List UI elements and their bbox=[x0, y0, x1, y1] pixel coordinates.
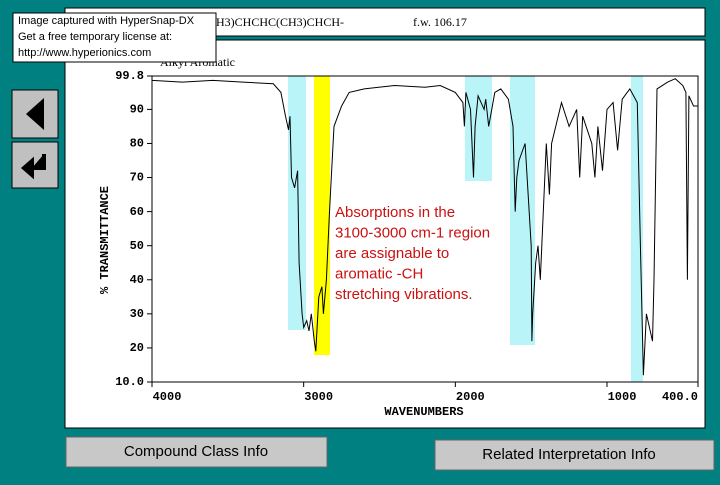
watermark-line: Image captured with HyperSnap-DX bbox=[18, 15, 195, 27]
return-icon bbox=[20, 154, 46, 180]
formula-weight: f.w. 106.17 bbox=[413, 15, 467, 29]
plot-frame bbox=[151, 75, 699, 383]
x-tick-label: 3000 bbox=[304, 390, 333, 404]
compound-class-button[interactable]: Compound Class Info bbox=[65, 436, 328, 468]
watermark-line: http://www.hyperionics.com bbox=[18, 47, 151, 59]
back-icon bbox=[26, 98, 44, 130]
chart-panel bbox=[64, 39, 706, 429]
y-tick-label: 30 bbox=[130, 307, 144, 321]
annotation-line: Absorptions in the bbox=[335, 204, 455, 221]
x-axis-label: WAVENUMBERS bbox=[384, 405, 463, 419]
y-tick-label: 70 bbox=[130, 171, 144, 185]
y-tick-label: 99.8 bbox=[115, 69, 144, 83]
highlight-band bbox=[288, 76, 306, 330]
formula: H3)CHCHC(CH3)CHCH- bbox=[216, 15, 344, 29]
plot: 10.0 20 30 40 50 60 70 80 90 99.8 4000 3000 2000 1000… bbox=[115, 69, 699, 404]
highlights bbox=[288, 76, 643, 382]
y-tick-label: 20 bbox=[130, 341, 144, 355]
related-button[interactable]: Related Interpretation Info bbox=[434, 439, 715, 471]
x-tick-label: 4000 bbox=[153, 390, 182, 404]
annotation: Absorptions in the 3100-3000 cm-1 region a… bbox=[335, 204, 490, 303]
y-axis-label: % TRANSMITTANCE bbox=[98, 186, 112, 294]
y-tick-label: 60 bbox=[130, 205, 144, 219]
y-tick-label: 80 bbox=[130, 137, 144, 151]
annotation-line: are assignable to bbox=[335, 245, 449, 262]
button-label[interactable]: Compound Class Info bbox=[124, 443, 268, 460]
button-frame[interactable] bbox=[434, 439, 715, 471]
highlight-band bbox=[510, 76, 535, 345]
button-label[interactable]: Related Interpretation Info bbox=[482, 446, 655, 463]
y-tick-label: 10.0 bbox=[115, 375, 144, 389]
annotation-line: stretching vibrations. bbox=[335, 286, 473, 303]
highlight-band bbox=[314, 76, 330, 355]
spectrum-line bbox=[151, 78, 698, 376]
y-tick-label: 90 bbox=[130, 103, 144, 117]
watermark-line: Get a free temporary license at: bbox=[18, 31, 172, 43]
annotation-line: aromatic -CH bbox=[335, 265, 423, 282]
highlight-band bbox=[631, 76, 643, 382]
button-frame[interactable] bbox=[65, 436, 328, 468]
watermark-box bbox=[12, 12, 217, 63]
y-tick-label: 50 bbox=[130, 239, 144, 253]
x-tick-label: 2000 bbox=[456, 390, 485, 404]
return-button[interactable] bbox=[11, 141, 59, 189]
x-tick-label: 1000 bbox=[608, 390, 637, 404]
annotation-line: 3100-3000 cm-1 region bbox=[335, 224, 490, 241]
y-tick-label: 40 bbox=[130, 273, 144, 287]
x-tick-label: 400.0 bbox=[662, 390, 698, 404]
highlight-band bbox=[465, 76, 492, 181]
back-button[interactable] bbox=[11, 89, 59, 139]
